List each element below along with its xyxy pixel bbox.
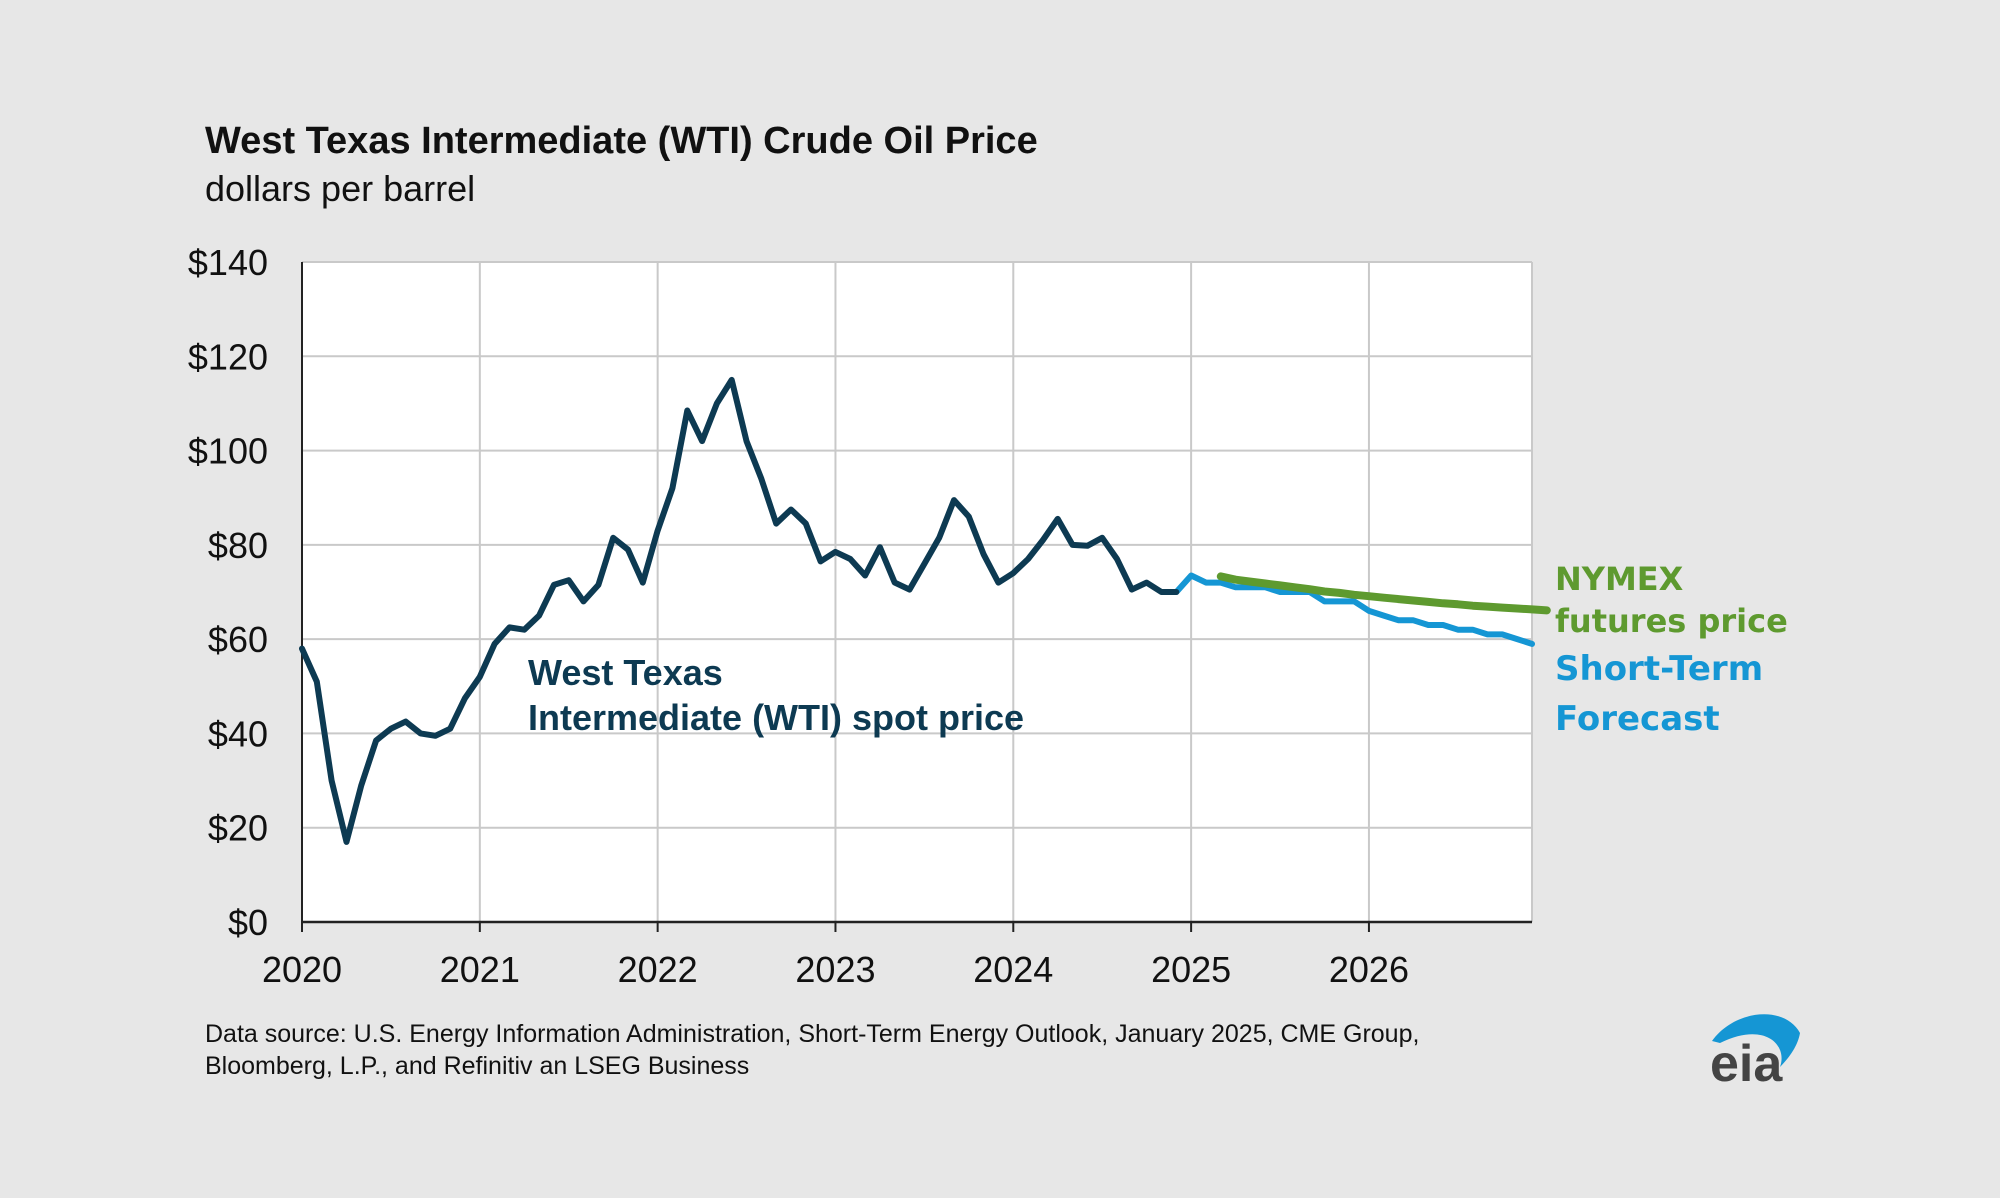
chart-title: West Texas Intermediate (WTI) Crude Oil … (205, 120, 1038, 162)
short-term-forecast-label-line2: Forecast (1555, 699, 1720, 739)
eia-logo-swoosh (1712, 1014, 1800, 1067)
nymex-futures-label-line1: NYMEX (1555, 560, 1684, 598)
data-source-line-2: Bloomberg, L.P., and Refinitiv an LSEG B… (205, 1052, 750, 1080)
x-tick-label: 2020 (262, 949, 342, 990)
spot-price-label-line1: West Texas (528, 652, 723, 693)
data-source-note: Data source: U.S. Energy Information Adm… (205, 1018, 1419, 1082)
y-tick-label: $120 (188, 336, 268, 377)
grid (302, 261, 1533, 922)
nymex-futures-label-line2: futures price (1555, 602, 1788, 640)
short-term-forecast-label-line1: Short-Term (1555, 649, 1763, 689)
y-tick-label: $80 (208, 525, 268, 566)
y-tick-label: $100 (188, 431, 268, 472)
eia-logo: eia (1710, 1014, 1800, 1093)
eia-logo-text: eia (1710, 1035, 1783, 1093)
series-lines (299, 376, 1551, 845)
chart-subtitle: dollars per barrel (205, 168, 476, 209)
axis-ticks: $0 $20 $40 $60 $80 $100 $120 $140 2020 2021 2022 20… (188, 242, 1532, 990)
x-tick-label: 2025 (1151, 949, 1231, 990)
spot-price-line (299, 376, 1180, 845)
y-tick-label: $140 (188, 242, 268, 283)
y-tick-label: $40 (208, 713, 268, 754)
spot-price-label-line2: Intermediate (WTI) spot price (528, 697, 1024, 738)
x-tick-label: 2026 (1329, 949, 1409, 990)
x-tick-label: 2022 (618, 949, 698, 990)
y-tick-label: $60 (208, 619, 268, 660)
x-tick-label: 2021 (440, 949, 520, 990)
x-tick-label: 2023 (795, 949, 875, 990)
x-tick-label: 2024 (973, 949, 1053, 990)
y-tick-label: $20 (208, 808, 268, 849)
short-term-forecast-line (1173, 572, 1535, 647)
nymex-futures-line (1216, 572, 1551, 615)
y-tick-label: $0 (228, 902, 268, 943)
data-source-line-1: Data source: U.S. Energy Information Adm… (205, 1020, 1420, 1048)
